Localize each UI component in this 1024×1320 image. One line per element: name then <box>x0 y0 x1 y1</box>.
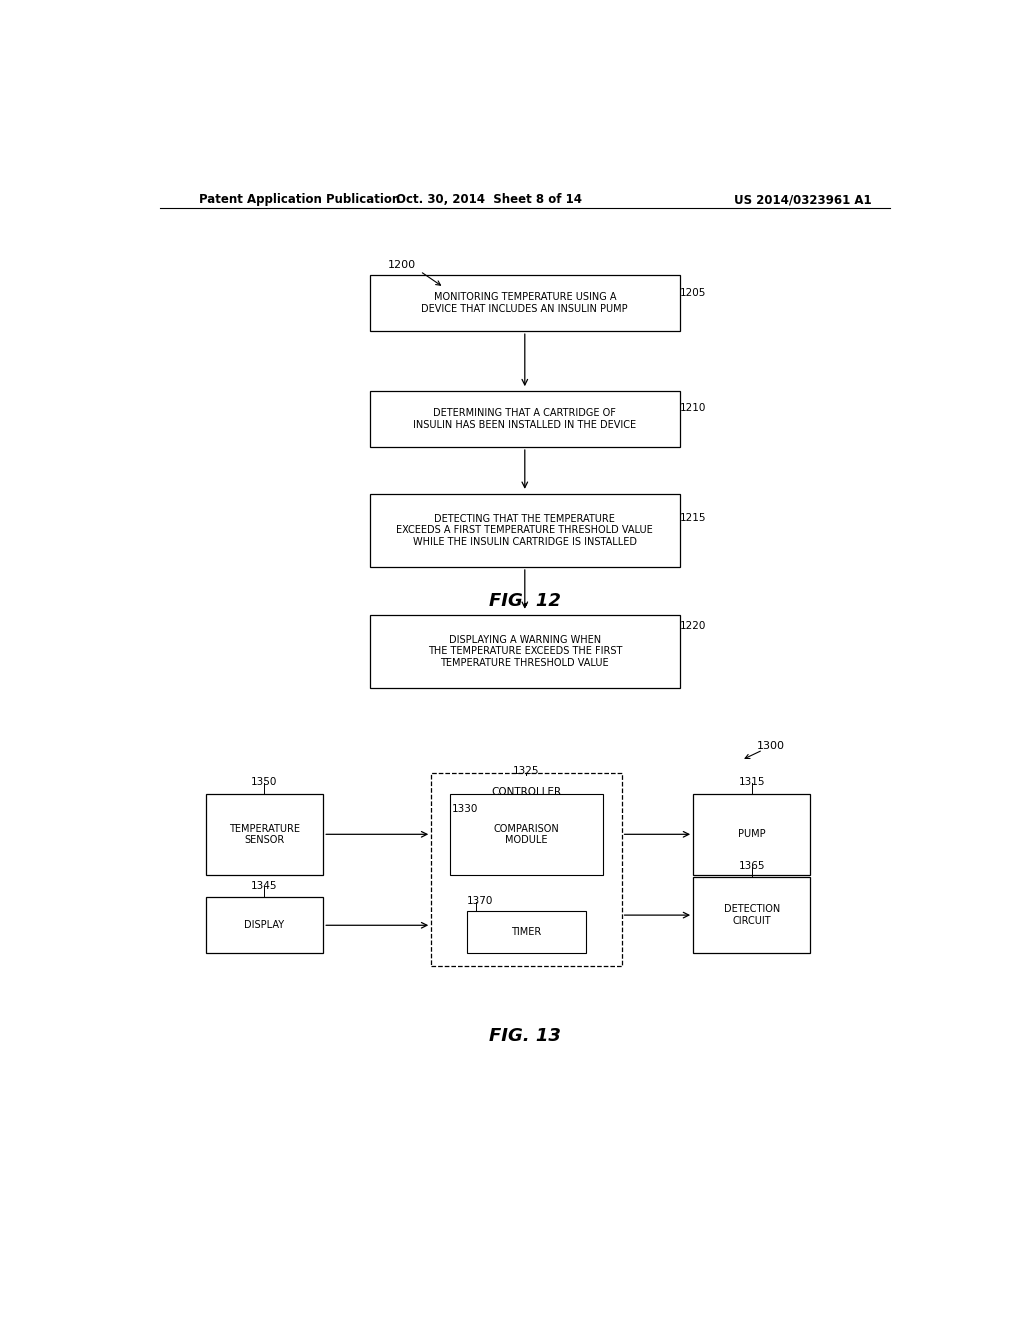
Text: 1370: 1370 <box>467 896 494 907</box>
Text: 1350: 1350 <box>251 777 278 788</box>
Text: DISPLAYING A WARNING WHEN
THE TEMPERATURE EXCEEDS THE FIRST
TEMPERATURE THRESHOL: DISPLAYING A WARNING WHEN THE TEMPERATUR… <box>428 635 622 668</box>
Text: 1315: 1315 <box>738 777 765 788</box>
Bar <box>370 276 680 331</box>
Bar <box>370 494 680 568</box>
Text: 1345: 1345 <box>251 882 278 891</box>
Text: 1205: 1205 <box>680 288 706 297</box>
Text: 1330: 1330 <box>452 804 478 814</box>
Text: 1325: 1325 <box>513 767 540 776</box>
Bar <box>206 898 324 953</box>
Text: FIG. 12: FIG. 12 <box>488 591 561 610</box>
Text: FIG. 13: FIG. 13 <box>488 1027 561 1044</box>
Text: CONTROLLER: CONTROLLER <box>492 787 561 796</box>
Bar <box>693 876 811 953</box>
Text: PUMP: PUMP <box>738 829 766 840</box>
Text: US 2014/0323961 A1: US 2014/0323961 A1 <box>734 193 871 206</box>
Bar <box>431 774 622 966</box>
Bar <box>467 911 586 953</box>
Text: DETECTION
CIRCUIT: DETECTION CIRCUIT <box>724 904 780 925</box>
Text: DETECTING THAT THE TEMPERATURE
EXCEEDS A FIRST TEMPERATURE THRESHOLD VALUE
WHILE: DETECTING THAT THE TEMPERATURE EXCEEDS A… <box>396 513 653 546</box>
Text: TIMER: TIMER <box>511 927 542 937</box>
Text: DISPLAY: DISPLAY <box>245 920 285 931</box>
Text: Oct. 30, 2014  Sheet 8 of 14: Oct. 30, 2014 Sheet 8 of 14 <box>396 193 582 206</box>
Bar <box>693 793 811 875</box>
Text: COMPARISON
MODULE: COMPARISON MODULE <box>494 824 559 845</box>
Text: 1220: 1220 <box>680 620 706 631</box>
Text: 1210: 1210 <box>680 404 706 413</box>
Text: Patent Application Publication: Patent Application Publication <box>200 193 400 206</box>
Text: 1300: 1300 <box>757 741 784 751</box>
Bar <box>206 793 324 875</box>
Bar <box>451 793 602 875</box>
Bar <box>370 391 680 447</box>
Text: DETERMINING THAT A CARTRIDGE OF
INSULIN HAS BEEN INSTALLED IN THE DEVICE: DETERMINING THAT A CARTRIDGE OF INSULIN … <box>414 408 636 430</box>
Text: 1365: 1365 <box>738 861 765 871</box>
Bar <box>370 615 680 688</box>
Text: 1215: 1215 <box>680 513 707 523</box>
Text: 1200: 1200 <box>388 260 416 271</box>
Text: MONITORING TEMPERATURE USING A
DEVICE THAT INCLUDES AN INSULIN PUMP: MONITORING TEMPERATURE USING A DEVICE TH… <box>422 293 628 314</box>
Text: TEMPERATURE
SENSOR: TEMPERATURE SENSOR <box>229 824 300 845</box>
